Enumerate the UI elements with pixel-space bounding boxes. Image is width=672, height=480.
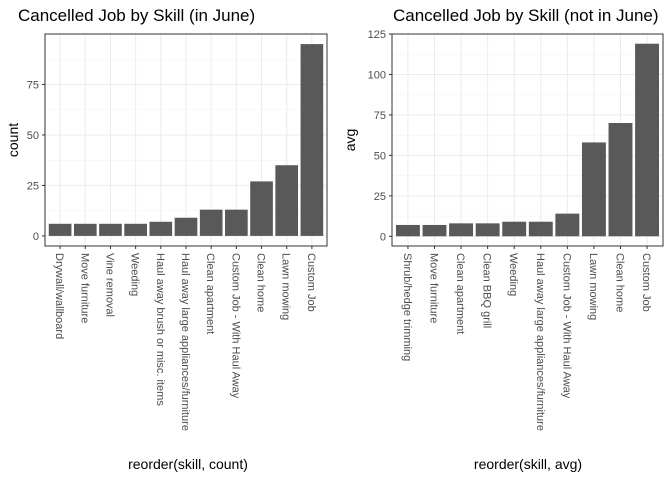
bar	[635, 43, 660, 237]
bar	[174, 217, 198, 236]
y-tick-label: 75	[27, 79, 39, 91]
bar	[124, 223, 147, 236]
y-tick-label: 25	[27, 180, 39, 192]
y-axis-title: avg	[342, 129, 358, 152]
x-tick-label: Clean home	[613, 253, 625, 312]
bar	[225, 209, 248, 236]
y-tick-label: 0	[380, 231, 386, 243]
x-tick-label: Lawn mowing	[280, 253, 292, 320]
chart-title: Cancelled Job by Skill (in June)	[18, 6, 255, 25]
y-tick-label: 100	[368, 69, 386, 81]
chart-panel-2: Cancelled Job by Skill (not in June) 0 25 5…	[342, 6, 664, 472]
x-tick-label: Weeding	[129, 253, 141, 296]
x-tick-label: Custom Job	[305, 253, 317, 312]
x-tick-label: Haul away brush or misc. items	[154, 253, 166, 406]
bar	[48, 223, 72, 236]
bar	[581, 142, 606, 237]
y-tick-label: 75	[374, 110, 386, 122]
x-tick-label: Move furniture	[78, 253, 90, 323]
bar	[449, 223, 474, 237]
x-tick-label: Haul away large appliances/furniture	[179, 253, 191, 431]
x-tick-label: Shrub/hedge trimming	[401, 253, 413, 361]
y-tick-label: 25	[374, 191, 386, 203]
bar	[275, 165, 299, 236]
y-tick-label: 125	[368, 29, 386, 41]
x-tick-label: Clean home	[255, 253, 267, 312]
x-tick-label: Clean apartment	[454, 253, 466, 334]
bar	[250, 181, 273, 236]
chart-title: Cancelled Job by Skill (not in June)	[393, 6, 659, 25]
bar	[422, 224, 447, 237]
bar	[528, 221, 553, 237]
bar	[300, 44, 324, 236]
bar	[99, 223, 122, 236]
x-tick-label: Weeding	[507, 253, 519, 296]
bar	[608, 123, 633, 237]
panel-border	[391, 33, 664, 247]
x-tick-label: Custom Job - With Haul Away	[560, 253, 572, 399]
bar	[73, 223, 97, 236]
y-tick-label: 0	[33, 231, 39, 243]
bar	[149, 221, 173, 236]
x-tick-label: Vine removal	[103, 253, 115, 317]
chart-panel-1: Cancelled Job by Skill (in June) 0 25 50 75 D…	[5, 6, 328, 472]
x-tick-label: Haul away large appliances/furniture	[534, 253, 546, 431]
x-tick-label: Custom Job	[640, 253, 652, 312]
bar	[502, 221, 527, 237]
bar	[199, 209, 223, 236]
bar	[395, 224, 420, 237]
x-axis-title: reorder(skill, avg)	[474, 456, 582, 472]
x-tick-label: Drywall/wallboard	[53, 253, 65, 339]
bar	[475, 223, 500, 237]
bar	[555, 213, 580, 237]
x-tick-label: Clean BBQ grill	[481, 253, 493, 328]
x-axis-title: reorder(skill, count)	[128, 456, 248, 472]
y-tick-label: 50	[27, 130, 39, 142]
x-tick-label: Clean apartment	[204, 253, 216, 334]
x-tick-label: Move furniture	[428, 253, 440, 323]
x-tick-label: Lawn mowing	[587, 253, 599, 320]
y-tick-label: 50	[374, 150, 386, 162]
y-axis-title: count	[5, 123, 21, 157]
x-tick-label: Custom Job - With Haul Away	[229, 253, 241, 399]
